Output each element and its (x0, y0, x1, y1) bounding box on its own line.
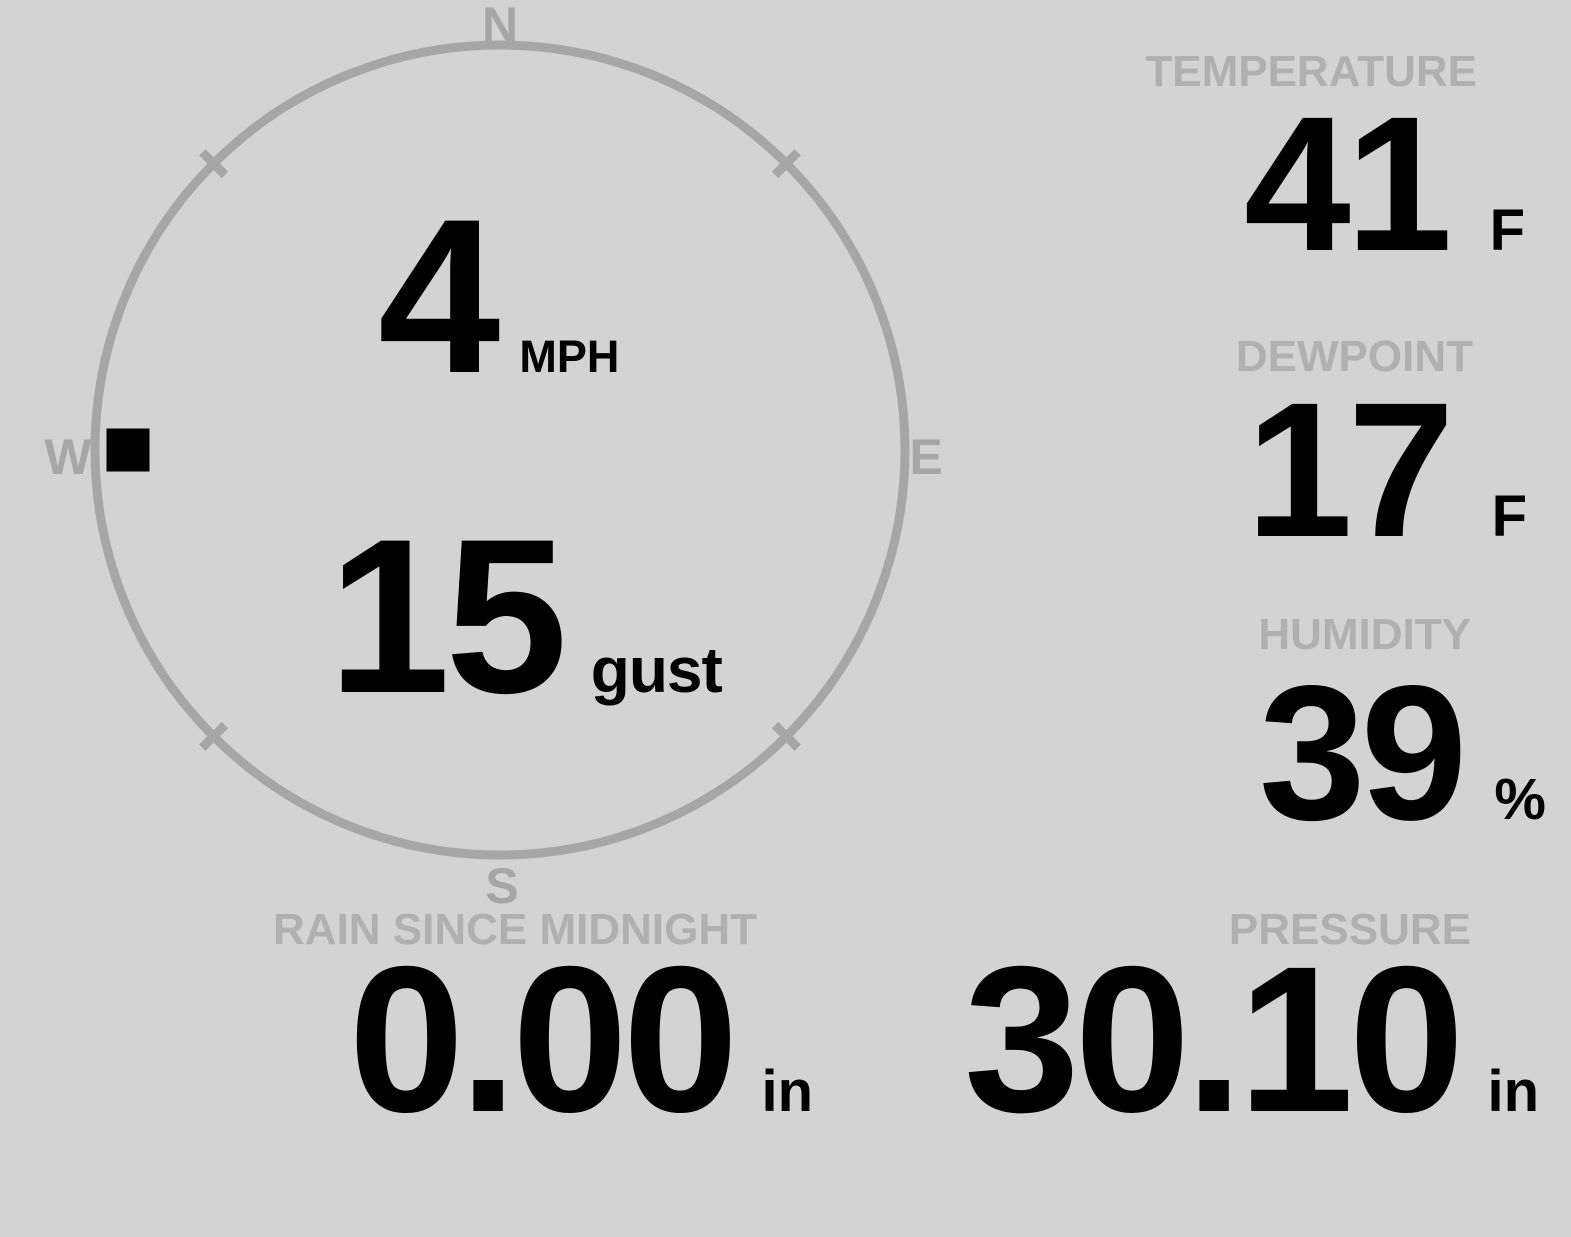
humidity-unit: % (1494, 767, 1546, 832)
temperature-value: 41 (1244, 76, 1453, 291)
wind-gust-label: gust (590, 634, 723, 706)
pressure-label: PRESSURE (1228, 905, 1471, 954)
temperature-value-row: 41 F (1244, 88, 1525, 280)
humidity-label: HUMIDITY (1258, 610, 1471, 659)
wind-gust-value: 15 (328, 493, 568, 739)
temperature-unit: F (1489, 198, 1525, 263)
wind-gust-row: 15 gust (328, 506, 723, 726)
humidity-value-row: 39% (1259, 657, 1546, 849)
wind-speed-unit: MPH (519, 331, 620, 382)
rain-value-row: 0.00 in (349, 936, 813, 1144)
dewpoint-value: 17 (1246, 362, 1455, 577)
dewpoint-unit: F (1491, 484, 1527, 549)
compass-tick-se (771, 721, 801, 751)
temperature-label: TEMPERATURE (1145, 47, 1477, 96)
rain-unit: in (761, 1059, 813, 1124)
compass-label-west: W (44, 429, 92, 485)
dewpoint-label: DEWPOINT (1235, 332, 1473, 381)
wind-compass-dial (90, 40, 910, 860)
wind-direction-marker (106, 428, 150, 472)
compass-tick-sw (199, 721, 229, 751)
pressure-value-row: 30.10 in (964, 936, 1539, 1144)
compass-label-north: N (481, 0, 519, 53)
pressure-unit: in (1487, 1059, 1539, 1124)
compass-tick-ne (771, 149, 801, 179)
rain-value: 0.00 (348, 924, 739, 1156)
compass-label-south: S (485, 858, 519, 914)
rain-label: RAIN SINCE MIDNIGHT (273, 905, 757, 954)
humidity-value: 39 (1258, 645, 1468, 860)
compass-circle (90, 40, 910, 860)
pressure-value: 30.10 (963, 924, 1465, 1156)
wind-speed-value: 4 (378, 173, 500, 419)
compass-label-east: E (909, 429, 943, 485)
wind-speed-row: 4 MPH (378, 186, 619, 406)
dewpoint-value-row: 17 F (1246, 374, 1527, 566)
compass-tick-nw (199, 149, 229, 179)
